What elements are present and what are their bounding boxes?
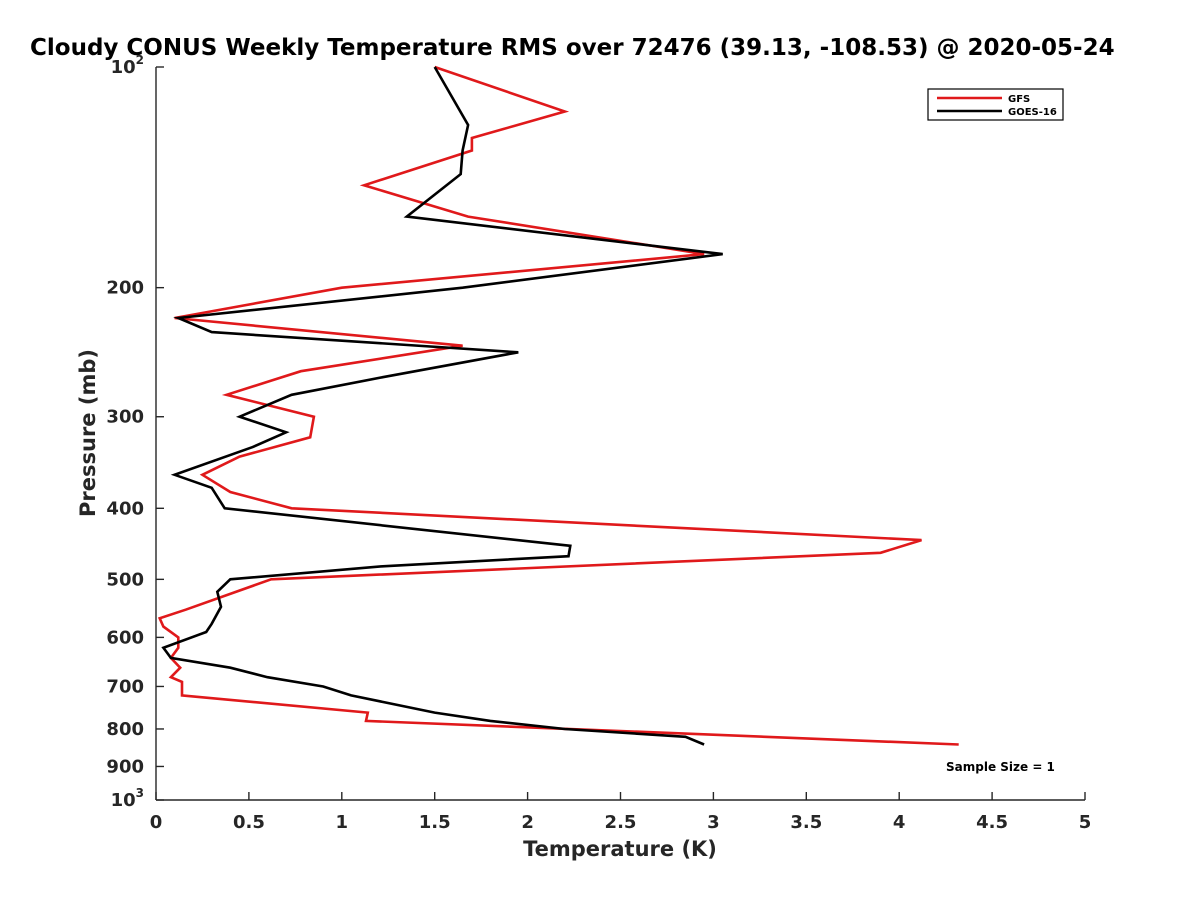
y-tick-label: 200 [106,278,144,299]
x-tick-label: 3.5 [790,812,822,833]
y-tick-label: 103 [111,786,144,811]
y-tick-label: 500 [106,569,144,590]
y-tick-base: 10 [111,790,136,811]
sample-size-annotation: Sample Size = 1 [946,760,1055,774]
axes-layer: 0 0.5 1 1.5 2 2.5 3 3.5 4 4.5 51022003004005006007… [106,53,1091,833]
x-tick-label: 2.5 [605,812,637,833]
x-tick-label: 4.5 [976,812,1008,833]
chart-title: Cloudy CONUS Weekly Temperature RMS over… [30,35,1115,61]
y-tick-exponent: 2 [136,53,144,67]
legend-box [927,88,1064,121]
y-axis-label: Pressure (mb) [76,349,100,517]
y-tick-base: 10 [111,57,136,78]
x-axis-label: Temperature (K) [523,837,717,861]
x-tick-label: 0.5 [233,812,265,833]
y-tick-label: 600 [106,627,144,648]
series-line-gfs [157,65,959,746]
legend-label: GOES-16 [1008,107,1057,118]
x-tick-label: 0 [150,812,163,833]
legend: GFS GOES-16 [927,88,1064,121]
series-layer [157,65,959,746]
x-tick-label: 5 [1079,812,1092,833]
y-tick-label: 102 [111,53,144,78]
x-tick-label: 1.5 [419,812,451,833]
y-tick-label: 800 [106,719,144,740]
y-tick-label: 300 [106,407,144,428]
y-tick-label: 700 [106,676,144,697]
y-tick-label: 400 [106,498,144,519]
y-tick-label: 900 [106,756,144,777]
legend-label: GFS [1008,94,1030,105]
series-line-goes-16 [161,66,723,746]
x-tick-label: 1 [336,812,349,833]
y-tick-exponent: 3 [136,786,144,800]
x-tick-label: 3 [707,812,720,833]
x-tick-label: 4 [893,812,906,833]
x-tick-label: 2 [521,812,534,833]
